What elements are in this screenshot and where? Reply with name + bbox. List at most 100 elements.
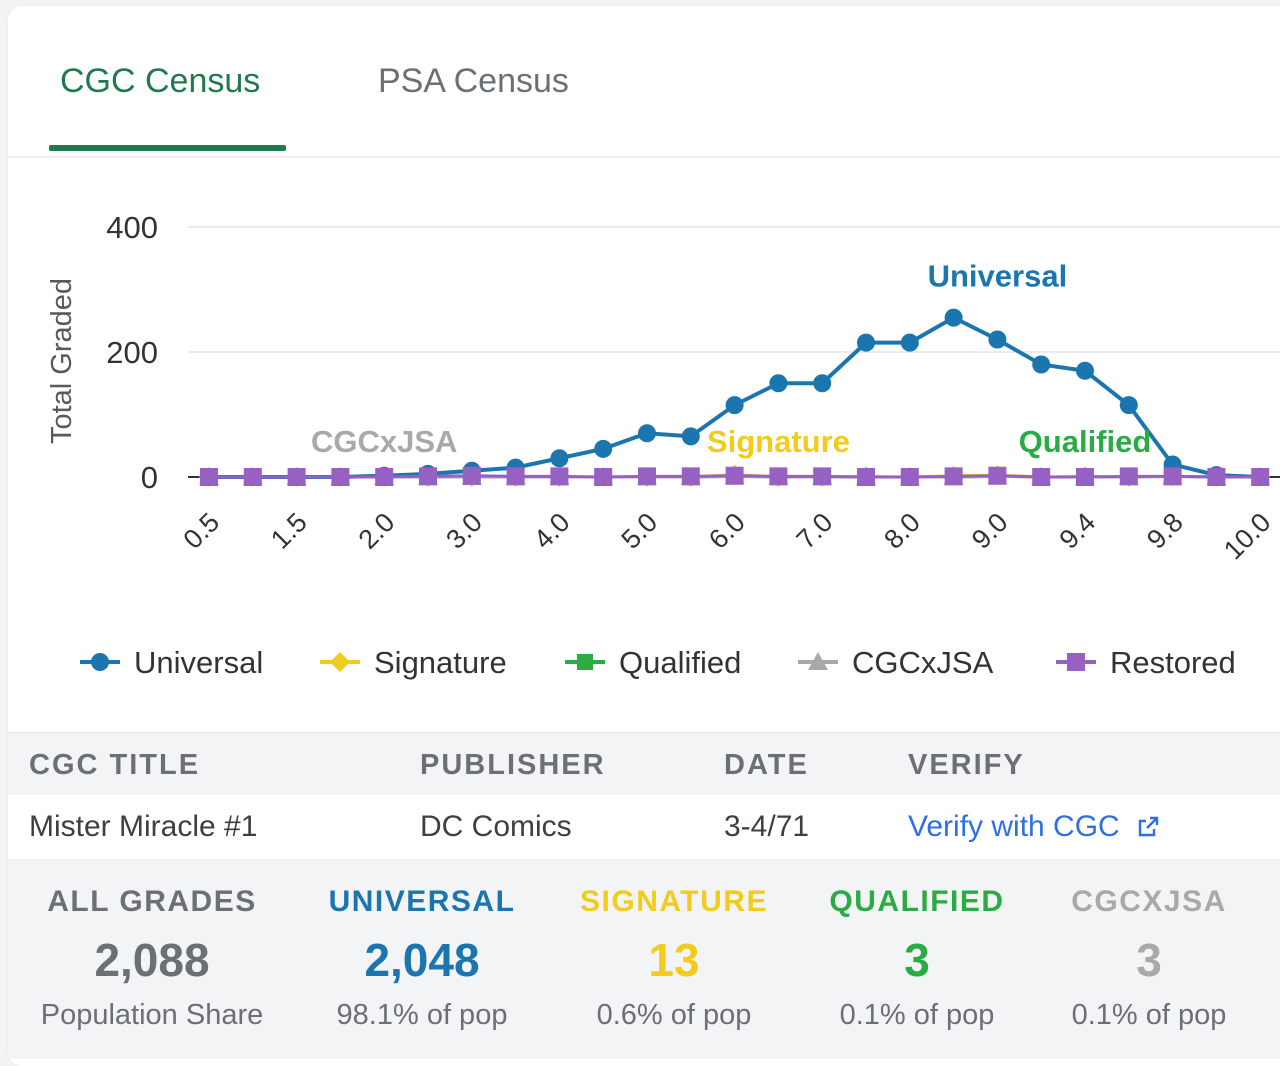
chart-legend[interactable]: Universal Signature Qualified CGCxJSA Restor… bbox=[80, 645, 1236, 680]
stat-label: CGCXJSA bbox=[1071, 885, 1227, 918]
data-point bbox=[813, 467, 832, 486]
data-point bbox=[813, 374, 832, 393]
x-tick-label: 7.0 bbox=[791, 507, 839, 555]
data-point bbox=[638, 424, 656, 443]
legend-label: Universal bbox=[134, 645, 263, 680]
info-table-row: Mister Miracle #1 DC Comics 3-4/71 Verif… bbox=[8, 795, 1280, 860]
data-point bbox=[988, 330, 1007, 349]
stat-sub: 98.1% of pop bbox=[336, 999, 508, 1031]
stat-label: UNIVERSAL bbox=[328, 885, 516, 918]
stat-label: QUALIFIED bbox=[829, 885, 1005, 918]
data-point bbox=[243, 468, 262, 486]
data-point bbox=[330, 652, 350, 672]
tab-cgc-census[interactable]: CGC Census bbox=[60, 62, 261, 100]
verify-with-cgc-link[interactable]: Verify with CGC bbox=[908, 810, 1160, 844]
x-tick-label: 3.0 bbox=[440, 507, 488, 555]
data-point bbox=[91, 653, 109, 671]
data-point bbox=[1119, 467, 1138, 486]
data-point bbox=[681, 467, 700, 486]
data-point bbox=[1076, 361, 1094, 380]
x-tick-label: 0.5 bbox=[177, 507, 225, 555]
data-point bbox=[900, 333, 919, 352]
census-card: CGC Census PSA Census 0 200 400 Total Grad… bbox=[8, 6, 1280, 1066]
data-point bbox=[550, 449, 569, 468]
comic-title: Mister Miracle #1 bbox=[29, 810, 258, 843]
series-restored bbox=[200, 466, 1270, 486]
legend-item-signature[interactable]: Signature bbox=[320, 645, 507, 680]
stat-label: ALL GRADES bbox=[47, 885, 257, 918]
data-point bbox=[287, 468, 306, 486]
x-tick-label: 6.0 bbox=[703, 507, 751, 555]
legend-label: CGCxJSA bbox=[852, 645, 994, 680]
x-tick-label: 2.0 bbox=[353, 507, 401, 555]
series-label: CGCxJSA bbox=[311, 424, 457, 459]
x-tick-label: 9.8 bbox=[1141, 507, 1189, 555]
data-point bbox=[900, 468, 919, 486]
legend-item-qualified[interactable]: Qualified bbox=[565, 645, 741, 680]
header-publisher: PUBLISHER bbox=[420, 749, 606, 781]
y-tick-label: 200 bbox=[106, 335, 158, 370]
active-tab-indicator bbox=[49, 145, 286, 151]
data-point bbox=[200, 468, 218, 486]
y-tick-label: 400 bbox=[106, 210, 158, 245]
stat-value: 3 bbox=[904, 934, 930, 986]
info-table-header: CGC TITLE PUBLISHER DATE VERIFY bbox=[8, 732, 1280, 796]
x-tick-label: 4.0 bbox=[528, 507, 576, 555]
stat-value: 13 bbox=[648, 934, 700, 986]
series-universal bbox=[200, 308, 1270, 486]
stat-sub: Population Share bbox=[40, 999, 264, 1031]
x-axis-ticks: 0.5 1.5 2.0 3.0 4.0 5.0 6.0 7.0 8.0 9.0 9.4 9.8 10.0 bbox=[177, 507, 1276, 565]
data-point bbox=[506, 467, 525, 486]
tab-psa-census[interactable]: PSA Census bbox=[378, 62, 569, 100]
data-point bbox=[638, 467, 656, 486]
data-point bbox=[550, 467, 569, 486]
series-label: Universal bbox=[928, 258, 1068, 293]
legend-label: Restored bbox=[1110, 645, 1236, 680]
external-link-icon[interactable] bbox=[1136, 815, 1160, 839]
series-label: Signature bbox=[707, 424, 850, 459]
data-point bbox=[725, 466, 744, 485]
data-point bbox=[375, 468, 394, 486]
data-point bbox=[681, 427, 700, 446]
data-point bbox=[944, 308, 963, 327]
data-point bbox=[419, 467, 437, 486]
x-tick-label: 9.4 bbox=[1053, 507, 1101, 555]
data-point bbox=[1207, 468, 1226, 486]
chart-series bbox=[199, 308, 1271, 487]
stat-value: 2,088 bbox=[94, 934, 210, 986]
stat-label: SIGNATURE bbox=[580, 885, 768, 918]
data-point bbox=[1163, 467, 1182, 486]
data-point bbox=[725, 396, 744, 415]
data-point bbox=[1076, 468, 1094, 486]
header-cgc-title: CGC TITLE bbox=[29, 749, 201, 781]
x-tick-label: 1.5 bbox=[265, 507, 313, 555]
data-point bbox=[1251, 468, 1270, 486]
population-stats: ALL GRADES 2,088 Population Share UNIVER… bbox=[8, 859, 1280, 1059]
series-label: Qualified bbox=[1019, 424, 1152, 459]
data-point bbox=[594, 439, 613, 458]
publisher-name: DC Comics bbox=[420, 810, 572, 843]
stat-sub: 0.1% of pop bbox=[839, 999, 995, 1031]
data-point bbox=[1032, 468, 1051, 486]
data-point bbox=[594, 468, 613, 486]
stat-sub: 0.1% of pop bbox=[1071, 999, 1227, 1031]
data-point bbox=[331, 468, 350, 486]
data-point bbox=[1119, 396, 1138, 415]
data-point bbox=[857, 468, 875, 486]
data-point bbox=[577, 654, 593, 670]
legend-label: Qualified bbox=[619, 645, 741, 680]
legend-item-universal[interactable]: Universal bbox=[80, 645, 263, 680]
x-tick-label: 10.0 bbox=[1218, 507, 1276, 565]
legend-item-restored[interactable]: Restored bbox=[1056, 645, 1236, 680]
data-point bbox=[944, 467, 963, 486]
stat-sub: 0.6% of pop bbox=[596, 999, 752, 1031]
x-tick-label: 8.0 bbox=[878, 507, 926, 555]
verify-link-label[interactable]: Verify with CGC bbox=[908, 810, 1120, 843]
y-tick-label: 0 bbox=[141, 460, 158, 495]
data-point bbox=[462, 466, 481, 485]
data-point bbox=[769, 467, 788, 486]
data-point bbox=[1067, 653, 1085, 671]
header-date: DATE bbox=[724, 749, 809, 781]
x-tick-label: 9.0 bbox=[966, 507, 1014, 555]
legend-item-cgcxjsa[interactable]: CGCxJSA bbox=[798, 645, 994, 680]
